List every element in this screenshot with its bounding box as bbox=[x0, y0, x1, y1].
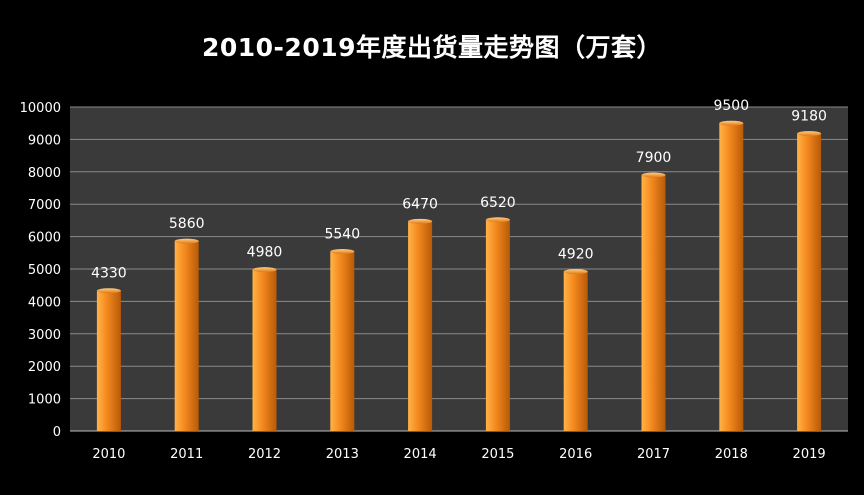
bar-cap bbox=[797, 131, 822, 137]
bar-cap bbox=[252, 267, 277, 273]
y-tick-label: 8000 bbox=[28, 166, 61, 181]
y-tick-label: 7000 bbox=[28, 198, 61, 213]
bar-cap bbox=[96, 288, 121, 294]
bar-cap bbox=[408, 218, 433, 224]
chart-title: 2010-2019年度出货量走势图（万套） bbox=[201, 33, 663, 62]
data-label: 4980 bbox=[247, 245, 283, 261]
bar bbox=[563, 271, 588, 431]
data-label: 9500 bbox=[713, 98, 749, 114]
x-tick-label: 2011 bbox=[170, 447, 203, 462]
x-tick-label: 2014 bbox=[404, 447, 437, 462]
bar bbox=[797, 133, 822, 431]
bar-cap bbox=[641, 172, 666, 178]
y-tick-label: 2000 bbox=[28, 360, 61, 375]
x-tick-label: 2012 bbox=[248, 447, 281, 462]
x-tick-label: 2017 bbox=[637, 447, 670, 462]
data-label: 7900 bbox=[636, 150, 672, 166]
y-tick-label: 3000 bbox=[28, 328, 61, 343]
y-tick-label: 9000 bbox=[28, 133, 61, 148]
data-label: 5540 bbox=[324, 227, 360, 243]
y-tick-label: 5000 bbox=[28, 263, 61, 278]
x-tick-label: 2015 bbox=[481, 447, 514, 462]
bar-cap bbox=[563, 269, 588, 275]
data-label: 4330 bbox=[91, 266, 127, 282]
bar bbox=[96, 290, 121, 431]
bar bbox=[252, 269, 277, 431]
data-label: 9180 bbox=[791, 109, 827, 125]
data-label: 4920 bbox=[558, 247, 594, 263]
y-tick-label: 10000 bbox=[20, 101, 61, 116]
data-label: 6470 bbox=[402, 196, 438, 212]
bars: 4330 5860 4980 5540 6470 6520 4920 7900 9500 9180 bbox=[91, 98, 827, 431]
bar bbox=[174, 241, 199, 431]
x-tick-label: 2016 bbox=[559, 447, 592, 462]
bar bbox=[485, 219, 510, 431]
y-tick-label: 4000 bbox=[28, 295, 61, 310]
bar-cap bbox=[719, 120, 744, 126]
bar bbox=[330, 251, 355, 431]
x-tick-label: 2010 bbox=[92, 447, 125, 462]
x-tick-label: 2019 bbox=[793, 447, 826, 462]
y-axis: 0 1000 2000 3000 4000 5000 6000 7000 8000 9000 100… bbox=[20, 101, 848, 440]
data-label: 5860 bbox=[169, 216, 205, 232]
bar bbox=[408, 221, 433, 431]
bar-cap bbox=[485, 217, 510, 223]
bar bbox=[719, 123, 744, 431]
data-label: 6520 bbox=[480, 195, 516, 211]
x-tick-label: 2013 bbox=[326, 447, 359, 462]
bar-cap bbox=[330, 249, 355, 255]
bar bbox=[641, 175, 666, 431]
y-tick-label: 1000 bbox=[28, 393, 61, 408]
x-axis: 2010 2011 2012 2013 2014 2015 2016 2017 2018 2019 bbox=[92, 447, 825, 462]
gridlines bbox=[70, 106, 848, 400]
bar-cap bbox=[174, 238, 199, 244]
y-tick-label: 6000 bbox=[28, 231, 61, 246]
x-tick-label: 2018 bbox=[715, 447, 748, 462]
y-tick-label: 0 bbox=[53, 425, 61, 440]
